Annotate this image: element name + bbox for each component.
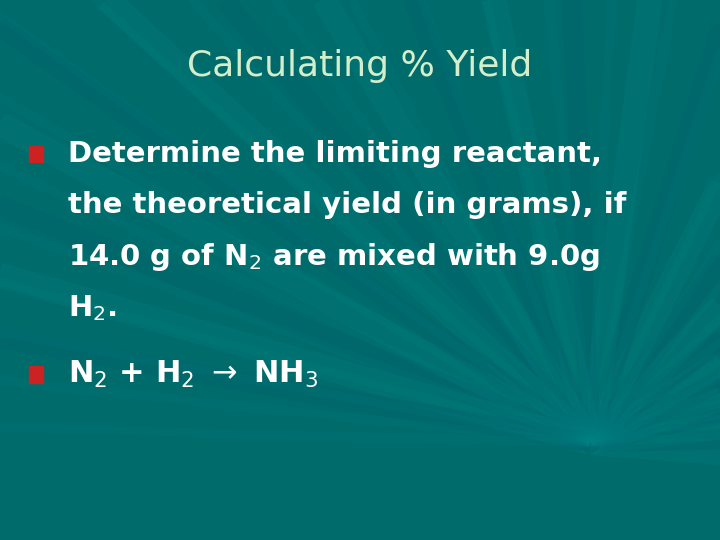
Text: N$_2$ + H$_2$ $\rightarrow$ NH$_3$: N$_2$ + H$_2$ $\rightarrow$ NH$_3$ [68,359,319,390]
Text: H$_2$.: H$_2$. [68,293,117,323]
Text: Calculating % Yield: Calculating % Yield [187,49,533,83]
Text: the theoretical yield (in grams), if: the theoretical yield (in grams), if [68,191,627,219]
Text: Determine the limiting reactant,: Determine the limiting reactant, [68,140,603,168]
FancyBboxPatch shape [29,146,43,162]
FancyBboxPatch shape [29,366,43,382]
Text: 14.0 g of N$_2$ are mixed with 9.0g: 14.0 g of N$_2$ are mixed with 9.0g [68,240,600,273]
